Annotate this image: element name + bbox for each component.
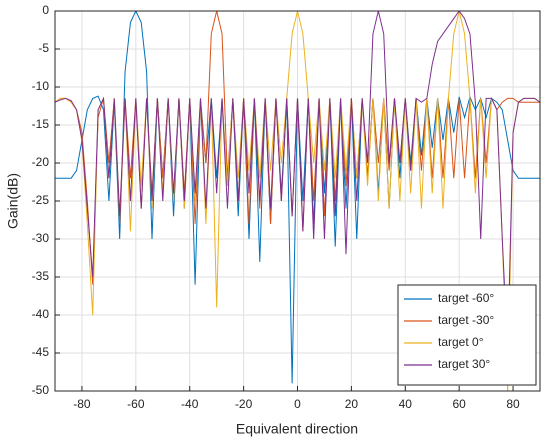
y-tick-label: -30 xyxy=(32,231,50,245)
y-tick-label: 0 xyxy=(42,3,49,17)
x-tick-label: 40 xyxy=(399,397,413,411)
x-tick-label: 60 xyxy=(452,397,466,411)
x-tick-label: 20 xyxy=(345,397,359,411)
legend-label: target 0° xyxy=(438,335,484,349)
y-tick-label: -50 xyxy=(32,383,50,397)
y-tick-label: -35 xyxy=(32,269,50,283)
x-tick-label: -80 xyxy=(73,397,91,411)
x-tick-label: -60 xyxy=(127,397,145,411)
x-tick-label: 0 xyxy=(294,397,301,411)
legend-label: target -60° xyxy=(438,291,494,305)
x-tick-label: -20 xyxy=(235,397,253,411)
y-tick-label: -45 xyxy=(32,345,50,359)
y-tick-label: -25 xyxy=(32,193,50,207)
legend-label: target -30° xyxy=(438,313,494,327)
y-tick-label: -5 xyxy=(38,41,49,55)
y-axis-label: Gain(dB) xyxy=(5,173,21,229)
x-tick-label: -40 xyxy=(181,397,199,411)
y-tick-label: -15 xyxy=(32,117,50,131)
y-tick-label: -10 xyxy=(32,79,50,93)
legend-box xyxy=(397,284,537,386)
y-tick-label: -20 xyxy=(32,155,50,169)
plot-frame xyxy=(54,10,541,392)
series-line xyxy=(55,11,540,354)
x-axis-label: Equivalent direction xyxy=(236,421,358,437)
legend-label: target 30° xyxy=(438,357,490,371)
y-tick-label: -40 xyxy=(32,307,50,321)
x-tick-label: 80 xyxy=(506,397,520,411)
